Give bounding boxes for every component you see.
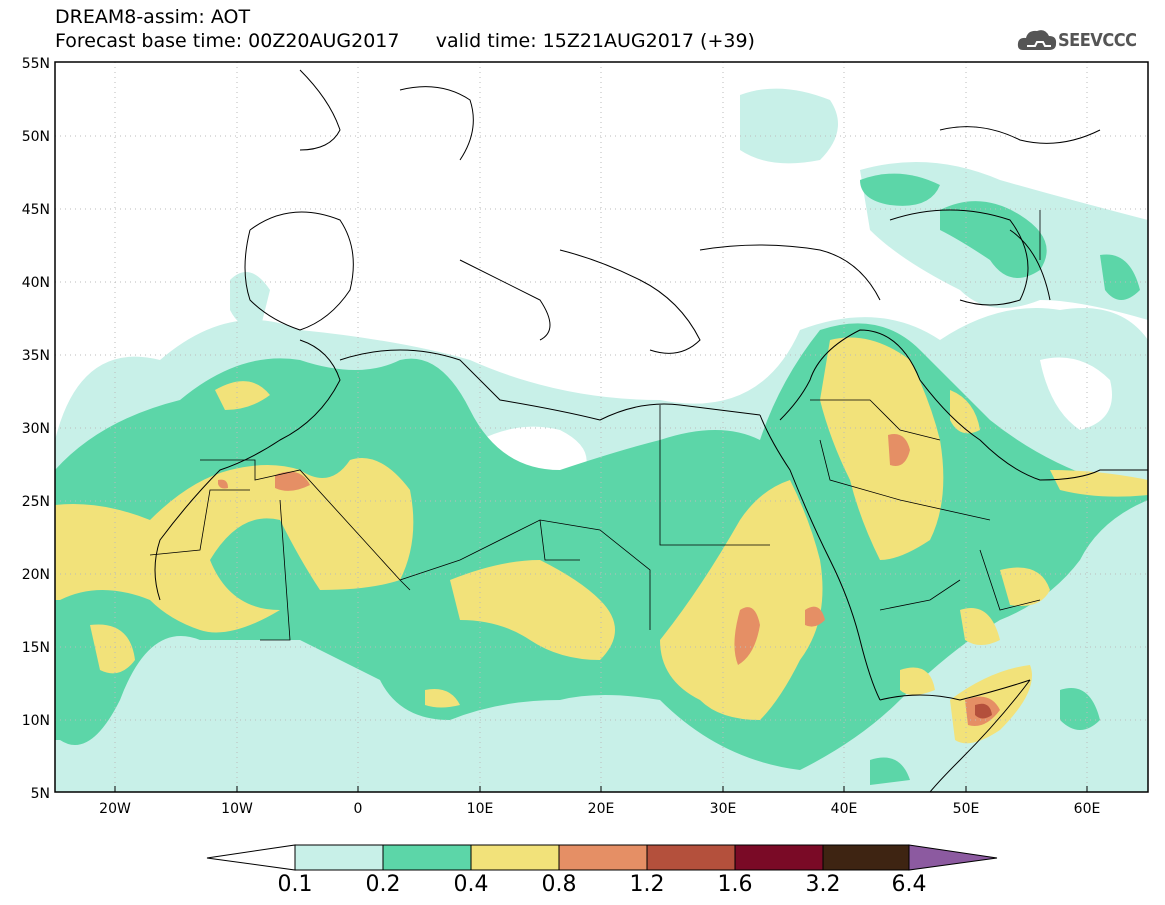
colorbar: [206, 844, 998, 871]
colorbar-label: 1.2: [629, 872, 665, 897]
lat-label: 40N: [22, 275, 50, 291]
colorbar-segment: [734, 844, 824, 871]
colorbar-segment: [822, 844, 910, 871]
cloud-logo-icon: [1017, 30, 1057, 50]
lat-label: 45N: [22, 202, 50, 218]
chart-title: DREAM8-assim: AOT: [55, 6, 251, 28]
colorbar-label: 6.4: [891, 872, 927, 897]
lon-label: 60E: [1074, 801, 1101, 817]
lat-label: 5N: [31, 786, 50, 802]
borders: [149, 210, 1041, 641]
coastlines: [154, 69, 1148, 792]
colorbar-segment: [294, 844, 384, 871]
colorbar-label: 0.4: [453, 872, 489, 897]
aot-field: [55, 62, 1148, 792]
forecast-time-line: Forecast base time: 00Z20AUG2017 valid t…: [55, 30, 755, 52]
lat-label: 55N: [22, 56, 50, 72]
lon-label: 10W: [221, 801, 253, 817]
colorbar-label: 0.8: [541, 872, 577, 897]
lat-label: 25N: [22, 494, 50, 510]
colorbar-segment: [646, 844, 736, 871]
colorbar-segment: [206, 844, 296, 871]
lon-label: 0: [354, 801, 363, 817]
lon-label: 50E: [953, 801, 980, 817]
aot-band-0.4-0.8: [55, 337, 1148, 744]
lat-label: 50N: [22, 129, 50, 145]
colorbar-segment: [470, 844, 560, 871]
lon-label: 20E: [588, 801, 615, 817]
colorbar-segment: [382, 844, 472, 871]
aot-band-1.2-1.6: [975, 703, 992, 719]
lat-label: 30N: [22, 421, 50, 437]
colorbar-label: 0.2: [365, 872, 401, 897]
colorbar-segment: [558, 844, 648, 871]
logo-text: SEEVCCC: [1058, 30, 1137, 51]
aot-band-0.8-1.2: [218, 434, 1000, 726]
lat-label: 20N: [22, 567, 50, 583]
lon-label: 40E: [831, 801, 858, 817]
lat-label: 10N: [22, 713, 50, 729]
colorbar-segment: [908, 844, 998, 871]
axis-ticks: [114, 786, 1088, 792]
lat-label: 35N: [22, 348, 50, 364]
graticule: [55, 62, 1148, 792]
lon-label: 10E: [467, 801, 494, 817]
colorbar-label: 3.2: [805, 872, 841, 897]
colorbar-label: 1.6: [717, 872, 753, 897]
colorbar-label: 0.1: [277, 872, 313, 897]
lon-label: 30E: [710, 801, 737, 817]
lat-labels: 55N 50N 45N 40N 35N 30N 25N 20N 15N 10N …: [22, 56, 50, 802]
lon-label: 20W: [99, 801, 131, 817]
lat-label: 15N: [22, 640, 50, 656]
lon-labels: 20W 10W 0 10E 20E 30E 40E 50E 60E: [99, 801, 1100, 817]
